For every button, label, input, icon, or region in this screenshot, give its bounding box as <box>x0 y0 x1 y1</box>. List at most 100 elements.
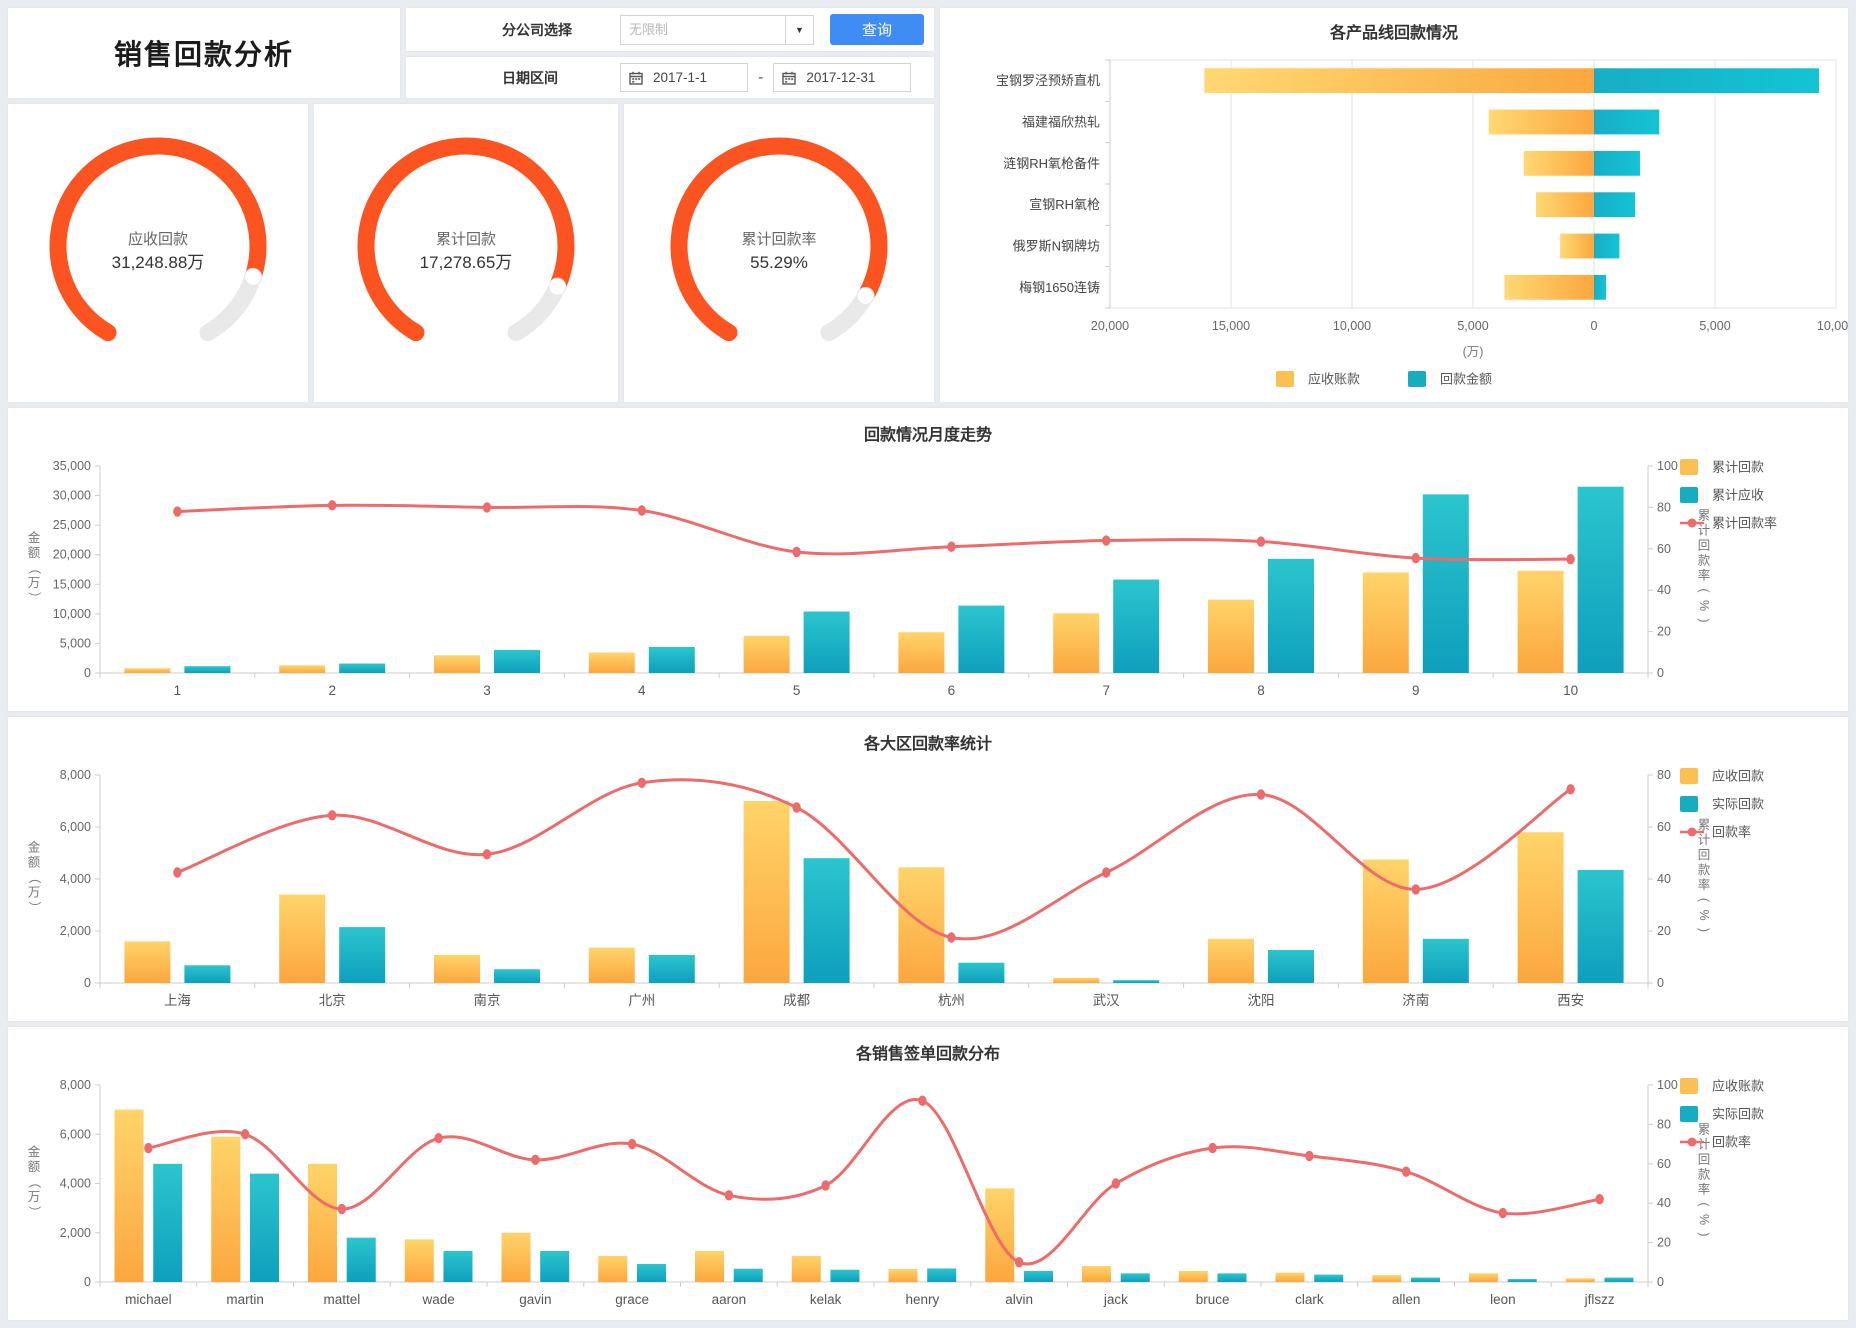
svg-text:10: 10 <box>1563 683 1578 698</box>
svg-text:累计回款率: 累计回款率 <box>1712 516 1777 531</box>
svg-text:回款率: 回款率 <box>1712 825 1751 840</box>
svg-text:回款率: 回款率 <box>1712 1135 1751 1150</box>
svg-text:80: 80 <box>1657 768 1671 782</box>
svg-text:9: 9 <box>1412 683 1420 698</box>
svg-text:8: 8 <box>1257 683 1265 698</box>
svg-text:应收回款: 应收回款 <box>128 230 188 248</box>
title-panel: 销售回款分析 <box>8 8 400 98</box>
gauge-receivable: 应收回款 31,248.88万 <box>8 104 308 402</box>
svg-text:涟钢RH氧枪备件: 涟钢RH氧枪备件 <box>1003 156 1100 171</box>
svg-text:率: 率 <box>1698 568 1711 583</box>
svg-text:（: （ <box>27 871 41 884</box>
svg-text:20: 20 <box>1657 924 1671 938</box>
svg-text:率: 率 <box>1698 877 1711 892</box>
date-end-input[interactable] <box>804 69 903 86</box>
calendar-icon <box>629 71 643 85</box>
svg-text:1: 1 <box>174 683 182 698</box>
svg-text:累: 累 <box>1698 818 1711 832</box>
svg-text:计: 计 <box>1698 1138 1711 1152</box>
svg-text:michael: michael <box>125 1292 172 1307</box>
chevron-down-icon[interactable]: ▼ <box>785 15 813 44</box>
svg-text:kelak: kelak <box>810 1292 842 1307</box>
svg-text:金: 金 <box>28 530 41 545</box>
svg-text:回: 回 <box>1698 539 1711 553</box>
svg-text:西安: 西安 <box>1557 993 1584 1008</box>
svg-text:5,000: 5,000 <box>1457 319 1488 333</box>
svg-text:): ) <box>1697 618 1711 622</box>
svg-text:60: 60 <box>1657 542 1671 556</box>
gauge-receivable-panel: 应收回款 31,248.88万 <box>8 104 308 402</box>
svg-text:6,000: 6,000 <box>60 820 91 834</box>
sales-distribution-chart-panel: 各销售签单回款分布 0 2,000 4,000 6,000 8,000 0 20 40 60 80 1… <box>8 1027 1848 1320</box>
svg-text:武汉: 武汉 <box>1093 993 1121 1008</box>
svg-text:各产品线回款情况: 各产品线回款情况 <box>1329 23 1458 42</box>
svg-text:clark: clark <box>1295 1292 1324 1307</box>
svg-text:成都: 成都 <box>783 993 810 1008</box>
svg-text:（: （ <box>27 562 41 575</box>
monthly-trend-chart: 回款情况月度走势 0 5,000 10,000 15,000 20,000 25,000 30… <box>8 408 1848 711</box>
svg-text:回: 回 <box>1698 1153 1711 1167</box>
gauge-rate-panel: 累计回款率 55.29% <box>624 104 934 402</box>
date-start-input[interactable] <box>651 69 739 86</box>
svg-text:实际回款: 实际回款 <box>1712 1107 1764 1122</box>
svg-text:南京: 南京 <box>474 993 501 1008</box>
search-button[interactable]: 查询 <box>830 14 924 45</box>
svg-text:80: 80 <box>1657 1117 1671 1131</box>
svg-text:%: % <box>1697 909 1711 920</box>
svg-text:(: ( <box>1697 1202 1711 1207</box>
svg-text:10,000: 10,000 <box>53 607 91 621</box>
svg-text:2,000: 2,000 <box>60 924 91 938</box>
svg-text:沈阳: 沈阳 <box>1248 993 1275 1008</box>
company-filter-panel: 分公司选择 ▼ 查询 <box>406 8 934 51</box>
sales-distribution-chart: 各销售签单回款分布 0 2,000 4,000 6,000 8,000 0 20 40 60 80 1… <box>8 1027 1848 1320</box>
svg-text:wade: wade <box>421 1292 454 1307</box>
svg-text:6,000: 6,000 <box>60 1127 91 1141</box>
company-select-input[interactable] <box>621 15 785 44</box>
date-end-field[interactable] <box>773 63 912 92</box>
svg-text:应收账款: 应收账款 <box>1308 372 1360 387</box>
svg-text:万: 万 <box>28 886 41 900</box>
svg-text:15,000: 15,000 <box>53 577 91 591</box>
gauge-rate: 累计回款率 55.29% <box>624 104 934 402</box>
svg-text:31,248.88万: 31,248.88万 <box>112 253 205 272</box>
svg-text:10,000: 10,000 <box>1817 319 1848 333</box>
svg-text:款: 款 <box>1698 554 1711 568</box>
svg-text:%: % <box>1697 600 1711 611</box>
svg-text:累: 累 <box>1698 1123 1711 1137</box>
region-rate-chart: 各大区回款率统计 0 2,000 4,000 6,000 8,000 0 20 40 60 80 金额… <box>8 717 1848 1021</box>
svg-text:回款金额: 回款金额 <box>1440 372 1492 387</box>
svg-text:grace: grace <box>615 1292 649 1307</box>
svg-text:计: 计 <box>1698 833 1711 847</box>
svg-text:杭州: 杭州 <box>938 993 965 1008</box>
svg-text:8,000: 8,000 <box>60 1078 91 1092</box>
svg-text:计: 计 <box>1698 524 1711 538</box>
page-title: 销售回款分析 <box>113 39 294 70</box>
svg-text:allen: allen <box>1392 1292 1421 1307</box>
svg-text:40: 40 <box>1657 872 1671 886</box>
svg-text:万: 万 <box>28 576 41 590</box>
svg-text:): ) <box>1697 1232 1711 1236</box>
svg-text:25,000: 25,000 <box>53 518 91 532</box>
svg-text:%: % <box>1697 1214 1711 1225</box>
svg-text:10,000: 10,000 <box>1333 319 1371 333</box>
svg-text:): ) <box>1697 928 1711 932</box>
svg-text:40: 40 <box>1657 583 1671 597</box>
svg-text:60: 60 <box>1657 1157 1671 1171</box>
svg-text:万: 万 <box>28 1190 41 1204</box>
svg-text:济南: 济南 <box>1402 993 1429 1008</box>
svg-text:4,000: 4,000 <box>60 872 91 886</box>
svg-text:累计回款: 累计回款 <box>436 231 496 248</box>
svg-text:100: 100 <box>1657 459 1678 473</box>
svg-text:额: 额 <box>28 856 41 870</box>
svg-text:3: 3 <box>483 683 491 698</box>
svg-text:20,000: 20,000 <box>1091 319 1129 333</box>
company-select[interactable]: ▼ <box>620 14 814 45</box>
date-start-field[interactable] <box>620 63 748 92</box>
svg-text:17,278.65万: 17,278.65万 <box>420 253 513 272</box>
gauge-received-panel: 累计回款 17,278.65万 <box>314 104 618 402</box>
svg-text:martin: martin <box>226 1292 264 1307</box>
svg-text:上海: 上海 <box>164 993 191 1008</box>
svg-text:累计回款率: 累计回款率 <box>741 231 816 248</box>
svg-text:款: 款 <box>1698 863 1711 877</box>
svg-text:累: 累 <box>1698 509 1711 523</box>
